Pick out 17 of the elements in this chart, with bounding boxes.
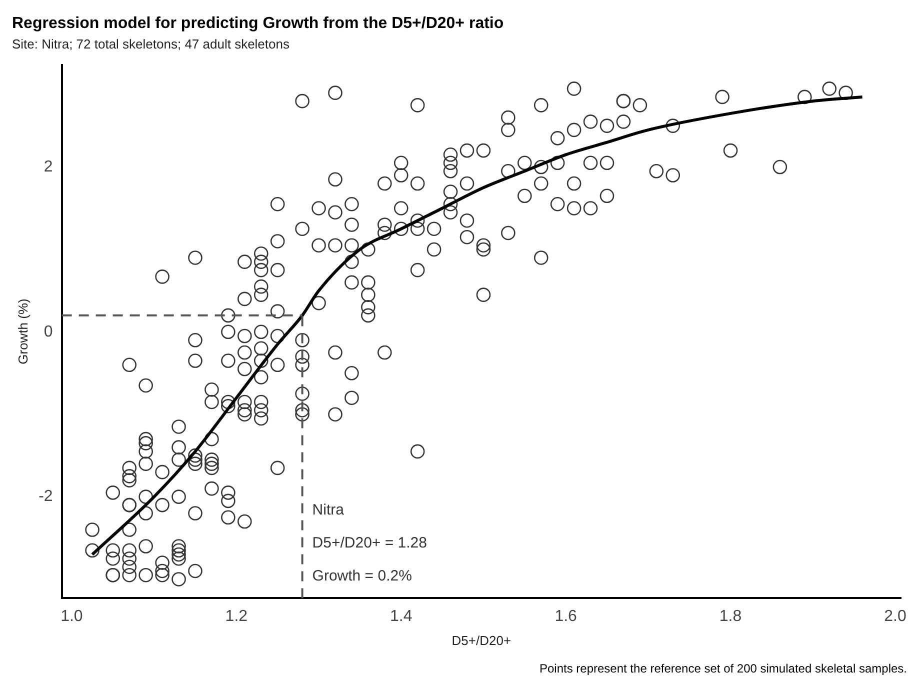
text: Points represent the reference set of 200 simulated skeletal samples. xyxy=(539,661,907,676)
y-tick-label: -2 xyxy=(38,488,53,506)
x-axis-title: D5+/D20+ xyxy=(452,632,512,648)
x-tick-label: 1.6 xyxy=(554,608,578,626)
annotation: Growth = 0.2% xyxy=(312,567,412,584)
x-tick-label: 2.0 xyxy=(884,608,906,626)
chart-title: Regression model for predicting Growth from the D5+/D20+ ratio xyxy=(12,15,504,32)
x-tick-label: 1.8 xyxy=(719,608,742,626)
annotation: Nitra xyxy=(312,501,345,518)
y-tick-label: 0 xyxy=(44,323,53,340)
chart-subtitle: Site: Nitra; 72 total skeletons; 47 adult skeletons xyxy=(12,36,290,52)
x-tick-label: 1.2 xyxy=(225,608,248,626)
annotation: D5+/D20+ = 1.28 xyxy=(312,534,427,552)
x-tick-label: 1.0 xyxy=(60,608,83,626)
x-tick-label: 1.4 xyxy=(390,608,412,626)
y-axis-title: Growth (%) xyxy=(15,298,30,364)
y-tick-label: 2 xyxy=(44,158,53,176)
